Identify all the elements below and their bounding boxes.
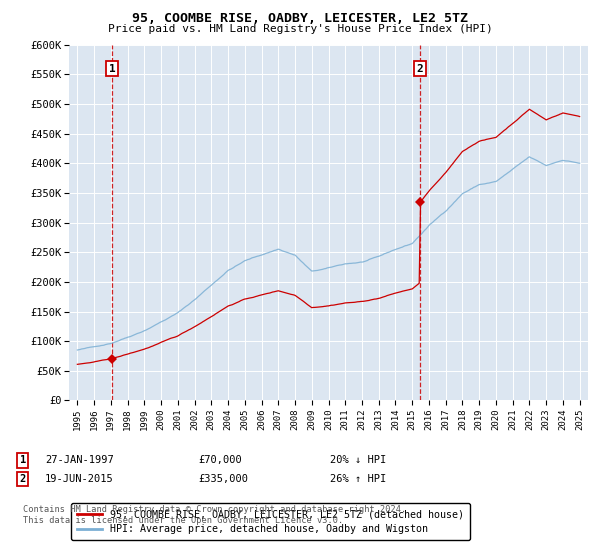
- Legend: 95, COOMBE RISE, OADBY, LEICESTER, LE2 5TZ (detached house), HPI: Average price,: 95, COOMBE RISE, OADBY, LEICESTER, LE2 5…: [71, 503, 470, 540]
- Text: 2: 2: [20, 474, 26, 484]
- Text: Contains HM Land Registry data © Crown copyright and database right 2024.
This d: Contains HM Land Registry data © Crown c…: [23, 505, 406, 525]
- Text: 1: 1: [109, 63, 115, 73]
- Text: 20% ↓ HPI: 20% ↓ HPI: [330, 455, 386, 465]
- Text: 27-JAN-1997: 27-JAN-1997: [45, 455, 114, 465]
- Text: £335,000: £335,000: [198, 474, 248, 484]
- Text: Price paid vs. HM Land Registry's House Price Index (HPI): Price paid vs. HM Land Registry's House …: [107, 24, 493, 34]
- Text: 95, COOMBE RISE, OADBY, LEICESTER, LE2 5TZ: 95, COOMBE RISE, OADBY, LEICESTER, LE2 5…: [132, 12, 468, 25]
- Text: £70,000: £70,000: [198, 455, 242, 465]
- Text: 2: 2: [416, 63, 423, 73]
- Text: 19-JUN-2015: 19-JUN-2015: [45, 474, 114, 484]
- Text: 1: 1: [20, 455, 26, 465]
- Text: 26% ↑ HPI: 26% ↑ HPI: [330, 474, 386, 484]
